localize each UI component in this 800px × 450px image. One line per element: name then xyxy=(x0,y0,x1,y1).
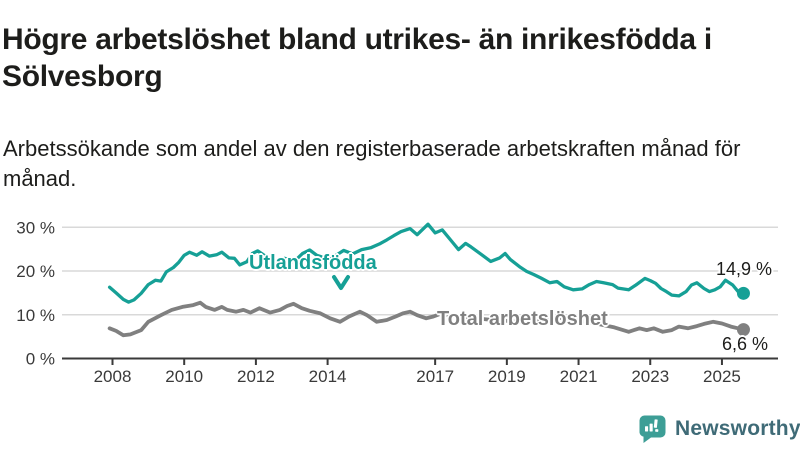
series-end-dot-utlandsfodda xyxy=(736,286,750,300)
x-tick-label: 2012 xyxy=(237,367,275,386)
x-tick-label: 2019 xyxy=(488,367,526,386)
newsworthy-icon xyxy=(639,415,666,443)
x-tick-label: 2021 xyxy=(560,367,598,386)
x-tick-label: 2023 xyxy=(631,367,669,386)
x-tick-label: 2008 xyxy=(94,367,132,386)
x-tick-label: 2025 xyxy=(703,367,741,386)
x-tick-label: 2014 xyxy=(309,367,347,386)
series-line-utlandsfodda xyxy=(107,222,746,304)
y-tick-label: 20 % xyxy=(16,262,55,281)
y-tick-label: 30 % xyxy=(16,218,55,237)
chart-title: Högre arbetslöshet bland utrikes- än inr… xyxy=(2,23,712,93)
x-tick-label: 2010 xyxy=(165,367,203,386)
y-tick-label: 0 % xyxy=(26,350,55,369)
y-tick-label: 10 % xyxy=(16,306,55,325)
newsworthy-logo[interactable]: Newsworthy xyxy=(638,414,800,444)
series-line-total xyxy=(107,300,746,338)
series-label-utlandsfodda: Utlandsfödda xyxy=(249,252,377,274)
end-value-label-total: 6,6 % xyxy=(722,334,769,354)
series-lines xyxy=(107,222,750,338)
axes: 0 % 10 % 20 % 30 % 2008 2010 2012 2014 2017 2019 2… xyxy=(16,218,778,386)
series-end-dot-total xyxy=(736,323,750,337)
x-tick-label: 2017 xyxy=(416,367,454,386)
chart-subtitle: Arbetssökande som andel av den registerb… xyxy=(3,136,741,191)
end-value-label-utlandsfodda: 14,9 % xyxy=(716,259,773,279)
series-label-total-arbetsloshet: Total arbetslöshet xyxy=(437,308,608,330)
label-pointer-arrow-icon xyxy=(332,275,350,290)
newsworthy-wordmark: Newsworthy xyxy=(675,417,800,440)
